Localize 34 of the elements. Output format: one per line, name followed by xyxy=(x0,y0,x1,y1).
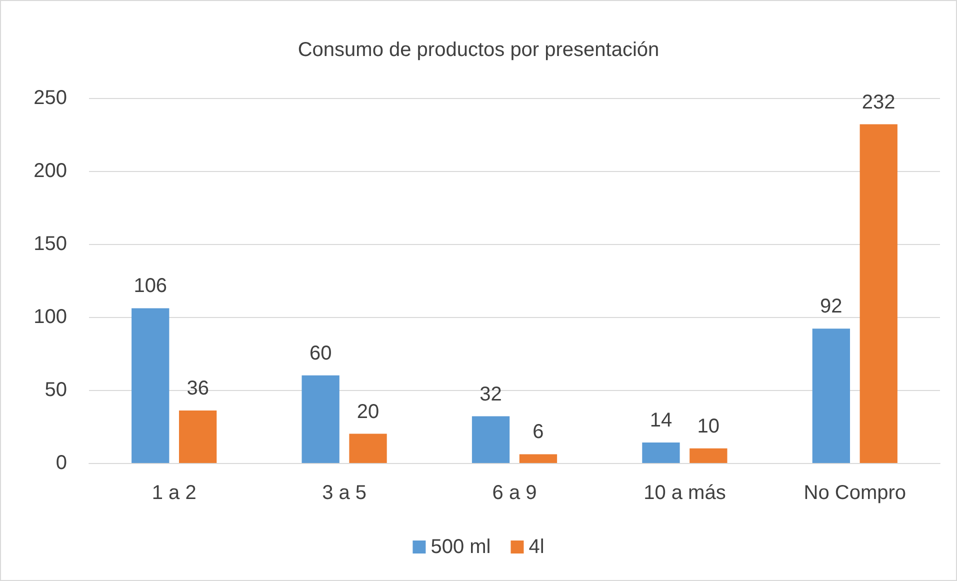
bar xyxy=(812,328,850,463)
x-tick-label: No Compro xyxy=(804,482,906,504)
bar xyxy=(302,375,340,463)
x-tick-label: 10 a más xyxy=(644,482,726,504)
data-label: 92 xyxy=(820,296,842,318)
y-tick-label: 100 xyxy=(34,306,67,328)
data-label: 14 xyxy=(650,410,672,432)
legend-label: 500 ml xyxy=(430,536,491,558)
bar xyxy=(642,442,680,463)
x-tick-label: 3 a 5 xyxy=(322,482,367,504)
chart-title: Consumo de productos por presentación xyxy=(298,39,660,61)
bar xyxy=(690,448,728,463)
data-label: 32 xyxy=(480,383,502,406)
data-label: 60 xyxy=(309,342,332,364)
data-label: 232 xyxy=(862,91,896,114)
y-tick-label: 150 xyxy=(34,233,67,255)
x-tick-label: 1 a 2 xyxy=(152,482,196,504)
bar xyxy=(132,308,170,463)
data-label: 36 xyxy=(186,377,209,400)
y-tick-label: 200 xyxy=(34,160,67,182)
x-tick-label: 6 a 9 xyxy=(492,482,537,504)
bar xyxy=(519,454,558,463)
y-tick-label: 0 xyxy=(56,452,67,474)
legend-label: 4l xyxy=(528,536,544,558)
bar xyxy=(178,410,217,463)
data-label: 20 xyxy=(356,400,380,423)
data-label: 106 xyxy=(134,275,168,298)
data-label: 6 xyxy=(532,421,544,444)
y-tick-label: 250 xyxy=(34,87,67,109)
y-tick-label: 50 xyxy=(44,379,67,401)
data-label: 10 xyxy=(697,415,720,438)
bar xyxy=(349,434,387,463)
bar xyxy=(472,416,510,463)
bar xyxy=(860,124,898,463)
